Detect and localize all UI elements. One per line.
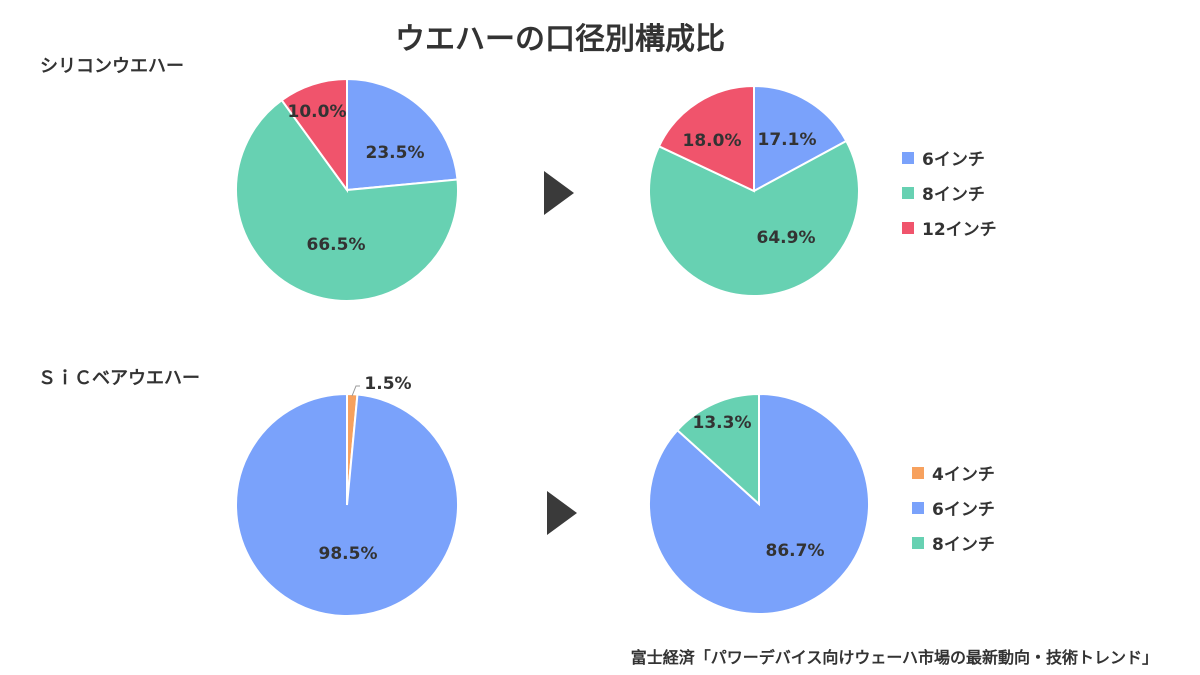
section-label-silicon: シリコンウエハー	[40, 56, 184, 77]
legend-label: 8インチ	[922, 185, 985, 205]
slice-label: 13.3%	[693, 413, 752, 433]
slice-label: 98.5%	[319, 544, 378, 564]
slice-label: 86.7%	[766, 541, 825, 561]
legend-swatch	[902, 186, 914, 199]
pie-slice	[675, 392, 760, 507]
legend-item: 8インチ	[912, 525, 995, 560]
slice-label: 66.5%	[307, 235, 366, 255]
legend-swatch	[912, 501, 924, 514]
legend-item: 12インチ	[902, 210, 997, 245]
slice-label: 64.9%	[757, 228, 816, 248]
slice-label: 23.5%	[366, 143, 425, 163]
legend-sic: 4インチ 6インチ 8インチ	[912, 455, 995, 560]
slice-label: 1.5%	[364, 374, 411, 394]
pie-chart-silicon-before: 23.5% 66.5% 10.0%	[235, 77, 459, 302]
pie-slice	[346, 77, 459, 192]
legend-label: 4インチ	[932, 465, 995, 485]
pie-slice	[657, 84, 755, 193]
legend-swatch	[912, 466, 924, 479]
legend-item: 4インチ	[912, 455, 995, 490]
slice-label: 18.0%	[683, 131, 742, 151]
pie-slice	[753, 84, 848, 193]
legend-label: 8インチ	[932, 535, 995, 555]
legend-silicon: 6インチ 8インチ 12インチ	[902, 140, 997, 245]
pie-chart-sic-before: 1.5% 98.5%	[235, 374, 459, 617]
legend-item: 6インチ	[902, 140, 997, 175]
pie-slice	[648, 139, 860, 297]
pie-slice	[280, 77, 348, 194]
legend-label: 6インチ	[932, 500, 995, 520]
pie-chart-sic-after: 86.7% 13.3%	[648, 392, 870, 615]
section-label-sic: ＳｉＣベアウエハー	[38, 368, 200, 389]
chart-title: ウエハーの口径別構成比	[395, 22, 725, 57]
legend-label: 12インチ	[922, 220, 997, 240]
pie-slice	[235, 392, 459, 617]
slice-label: 17.1%	[758, 130, 817, 150]
arrow-right-icon	[544, 171, 574, 215]
legend-item: 6インチ	[912, 490, 995, 525]
legend-swatch	[912, 536, 924, 549]
legend-label: 6インチ	[922, 150, 985, 170]
source-note: 富士経済「パワーデバイス向けウェーハ市場の最新動向・技術トレンド」	[630, 648, 1158, 667]
legend-item: 8インチ	[902, 175, 997, 210]
arrow-right-icon	[547, 491, 577, 535]
legend-swatch	[902, 151, 914, 164]
pie-slice	[235, 98, 459, 302]
leader-line	[351, 385, 360, 397]
legend-swatch	[902, 221, 914, 234]
pie-chart-silicon-after: 17.1% 64.9% 18.0%	[648, 84, 860, 297]
slice-label: 10.0%	[288, 102, 347, 122]
